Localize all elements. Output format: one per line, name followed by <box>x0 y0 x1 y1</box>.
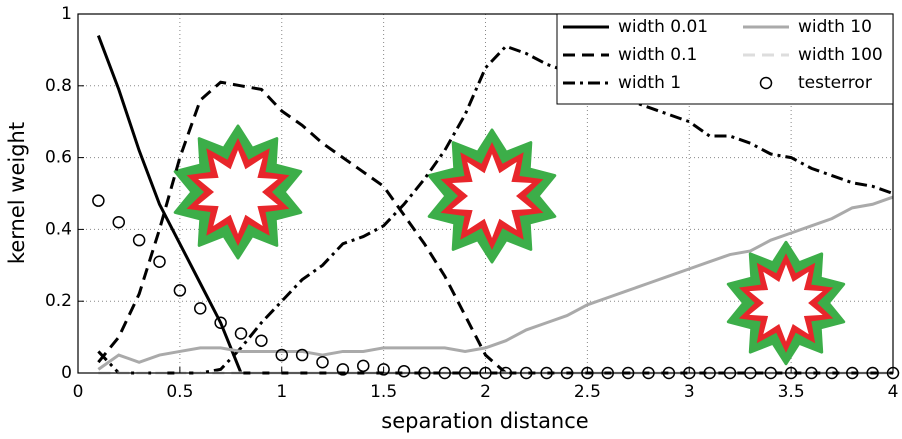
data-point <box>92 194 105 207</box>
x-tick-label: 0.5 <box>166 382 193 402</box>
legend-label: width 1 <box>618 73 681 93</box>
x-axis-label: separation distance <box>381 409 588 433</box>
legend-swatch <box>759 76 773 90</box>
data-point <box>112 215 125 229</box>
series-line <box>97 44 894 375</box>
data-point <box>336 363 350 376</box>
legend-label: width 100 <box>798 45 883 65</box>
data-point <box>357 359 370 373</box>
legend-label: width 10 <box>798 17 872 37</box>
series-line <box>97 195 894 371</box>
data-point <box>153 255 166 268</box>
x-tick-label: 0 <box>73 382 84 402</box>
legend-label: width 0.01 <box>618 17 708 37</box>
x-tick-label: 2 <box>480 382 491 402</box>
data-point <box>214 316 227 329</box>
data-point <box>377 363 390 376</box>
star-inner <box>749 264 823 342</box>
legend: width 0.01 width 0.1 width 1 width 10 width … <box>556 13 894 105</box>
data-point <box>295 348 309 362</box>
data-point <box>316 355 329 369</box>
star-inner <box>452 154 532 238</box>
x-tick-label: 2.5 <box>574 382 601 402</box>
y-tick-label: 0 <box>61 363 72 383</box>
data-point <box>255 334 268 347</box>
decorations <box>173 124 846 366</box>
data-point <box>275 348 288 362</box>
y-tick-label: 0.2 <box>45 291 72 311</box>
x-tick-label: 3.5 <box>778 382 805 402</box>
x-tick-label: 4 <box>888 382 899 402</box>
data-point <box>397 364 411 378</box>
star-inner <box>198 150 278 234</box>
legend-box <box>556 13 894 105</box>
legend-label: testerror <box>798 73 872 93</box>
x-tick-label: 1 <box>276 382 287 402</box>
y-tick-label: 0.8 <box>45 76 72 96</box>
x-tick-label: 3 <box>684 382 695 402</box>
data-point <box>132 233 146 247</box>
y-tick-label: 1 <box>61 4 72 24</box>
legend-label: width 0.1 <box>618 45 697 65</box>
data-point <box>194 302 207 315</box>
data-point <box>234 327 248 340</box>
y-tick-label: 0.6 <box>45 148 72 168</box>
y-axis-label: kernel weight <box>5 122 29 264</box>
y-tick-label: 0.4 <box>45 219 72 239</box>
data-point <box>173 284 187 297</box>
x-tick-label: 1.5 <box>370 382 397 402</box>
